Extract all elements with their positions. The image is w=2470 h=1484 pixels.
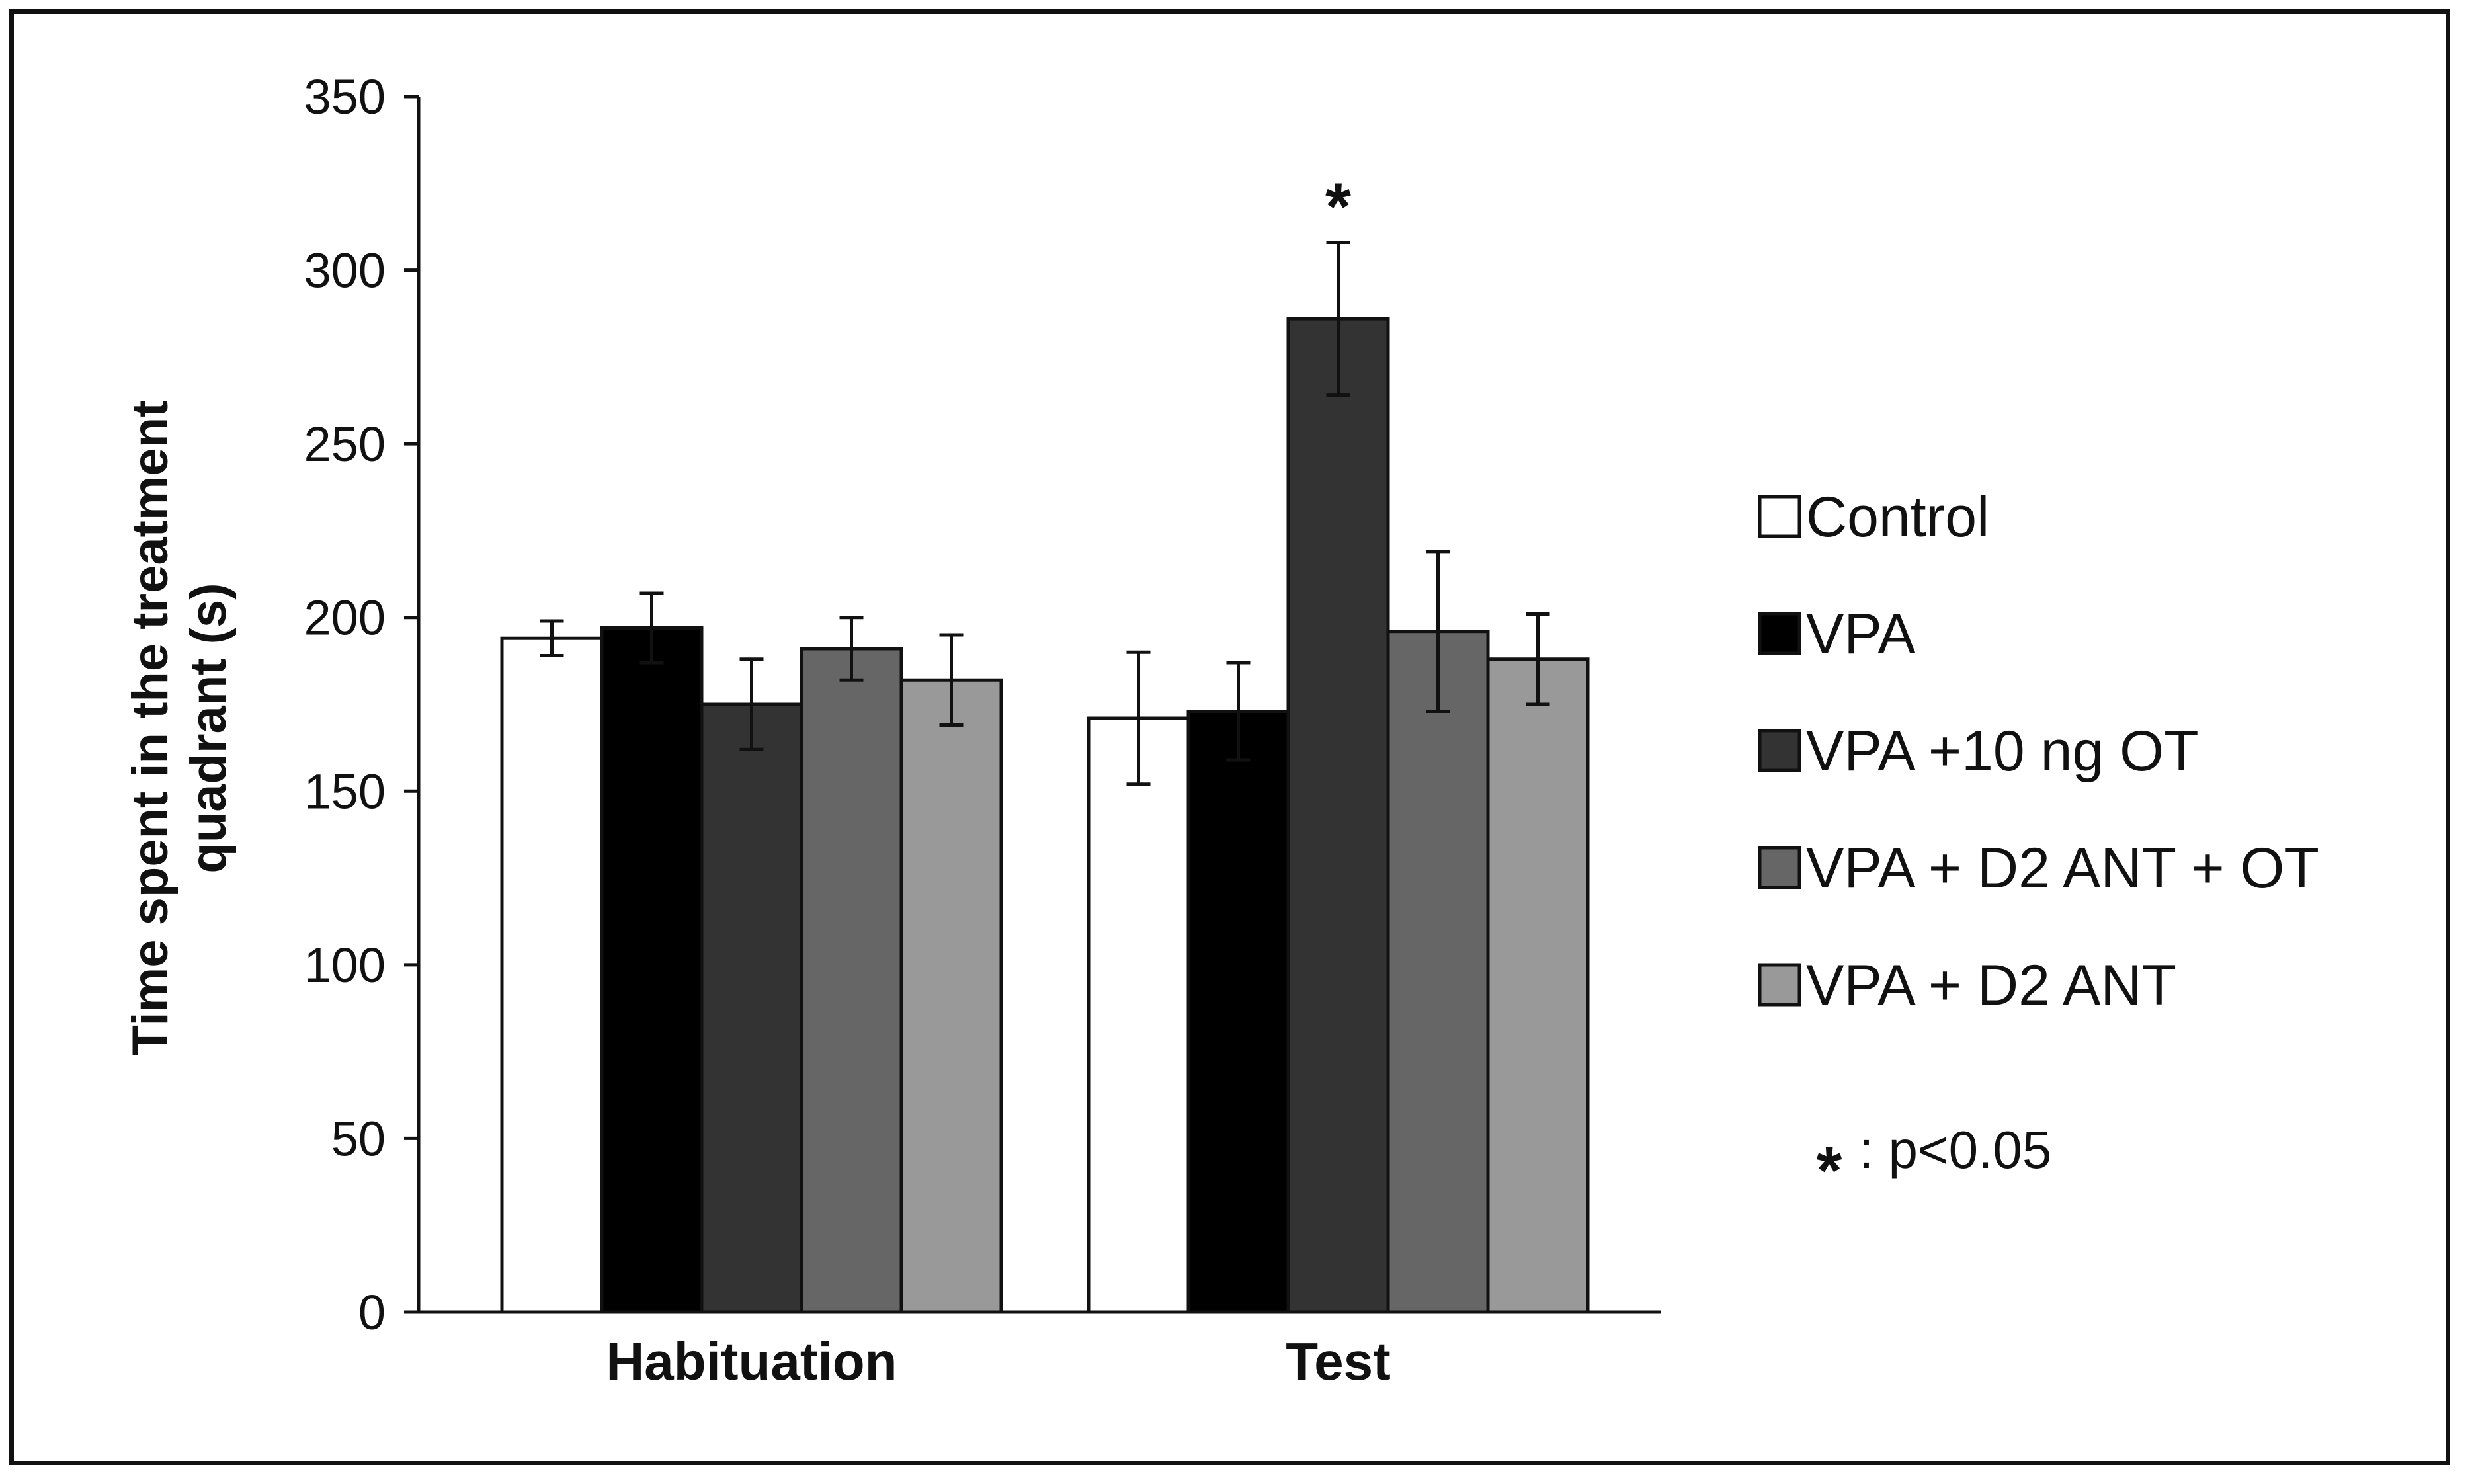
legend-label: VPA +10 ng OT <box>1806 720 2199 783</box>
legend-label: Control <box>1806 485 1989 549</box>
bar-habituation-4 <box>899 678 1003 1314</box>
bar-chart: 0 50 100 150 200 250 300 350 Time spent in the t… <box>122 69 2319 1391</box>
legend-label: VPA <box>1806 602 1916 666</box>
legend-swatch <box>1758 729 1801 772</box>
y-tick-label: 50 <box>331 1111 386 1166</box>
note-text: : p<0.05 <box>1859 1120 2051 1179</box>
legend-swatch <box>1758 495 1801 538</box>
bar-habituation-0 <box>500 636 604 1314</box>
legend-swatch <box>1758 963 1801 1007</box>
x-category-label: Habituation <box>606 1332 897 1391</box>
legend-label: VPA + D2 ANT + OT <box>1806 837 2319 900</box>
bar-habituation-3 <box>800 647 903 1314</box>
note-star: * <box>1817 1134 1842 1208</box>
y-axis-title-line: Time spent in the treatment <box>122 400 179 1055</box>
y-tick-label: 0 <box>358 1285 386 1340</box>
y-axis-title-line: quadrant (s) <box>181 583 237 873</box>
y-tick-label: 150 <box>304 764 386 819</box>
bar-habituation-1 <box>600 626 704 1314</box>
y-tick-label: 250 <box>304 417 386 472</box>
y-tick-label: 100 <box>304 938 386 993</box>
legend-swatch <box>1758 612 1801 655</box>
bar-test-2 <box>1286 317 1390 1314</box>
bar-test-1 <box>1186 710 1290 1314</box>
legend-label: VPA + D2 ANT <box>1806 954 2176 1017</box>
y-tick-label: 200 <box>304 591 386 645</box>
y-tick-label: 300 <box>304 243 386 298</box>
significance-star: * <box>1325 170 1351 244</box>
bar-test-0 <box>1087 716 1190 1314</box>
bar-test-3 <box>1386 630 1490 1314</box>
bar-habituation-2 <box>700 702 803 1314</box>
x-category-label: Test <box>1286 1332 1391 1391</box>
bar-test-4 <box>1486 657 1590 1314</box>
y-tick-label: 350 <box>304 69 386 124</box>
chart-frame: 0 50 100 150 200 250 300 350 Time spent in the t… <box>9 9 2450 1465</box>
legend-swatch <box>1758 846 1801 889</box>
y-axis-title: Time spent in the treatmentquadrant (s) <box>122 400 237 1055</box>
